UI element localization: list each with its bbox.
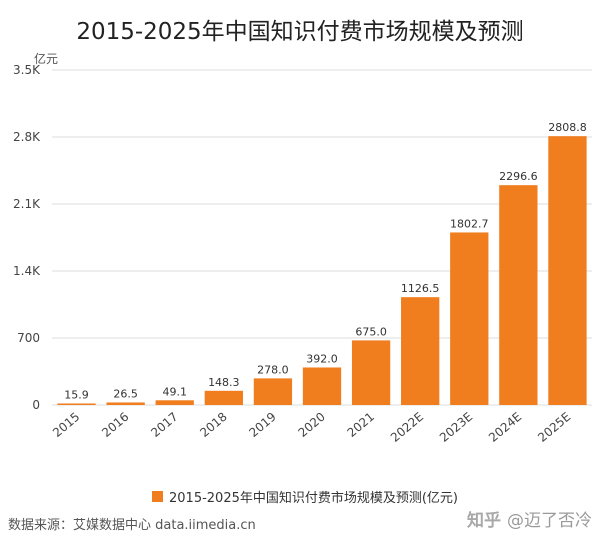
legend: 2015-2025年中国知识付费市场规模及预测(亿元) [152, 487, 458, 506]
y-tick-label: 3.5K [13, 63, 41, 77]
data-label: 675.0 [355, 325, 387, 338]
data-label: 278.0 [257, 363, 289, 376]
x-tick-label: 2021 [345, 410, 377, 440]
x-tick-label: 2019 [246, 410, 278, 440]
data-label: 15.9 [64, 388, 89, 401]
data-label: 49.1 [162, 385, 187, 398]
data-label: 26.5 [113, 387, 138, 400]
bar [155, 400, 194, 405]
x-tick-label: 2015 [50, 410, 82, 440]
x-tick-label: 2022E [388, 410, 426, 445]
watermark-handle: @迈了否冷 [507, 511, 592, 531]
bar [548, 136, 587, 405]
data-label: 148.3 [208, 376, 240, 389]
chart-title: 2015-2025年中国知识付费市场规模及预测 [76, 19, 524, 45]
bar [302, 367, 342, 405]
data-label: 1802.7 [450, 217, 489, 230]
x-tick-label: 2023E [437, 410, 475, 445]
x-tick-label: 2024E [486, 410, 524, 445]
y-tick-label: 2.1K [13, 197, 41, 211]
x-tick-label: 2025E [535, 410, 573, 445]
watermark: 知乎 @迈了否冷 [467, 506, 592, 531]
bar [106, 402, 145, 405]
y-tick-label: 0 [32, 398, 40, 412]
data-label: 2296.6 [499, 170, 538, 183]
bar [401, 297, 440, 405]
x-tick-label: 2016 [99, 410, 131, 440]
bar [253, 378, 293, 405]
x-tick-label: 2020 [296, 410, 328, 440]
bar-chart: 0 700 1.4K 2.1K 2.8K 3.5K 15.9 2015 26.5 2016 49.1… [13, 63, 592, 445]
y-tick-label: 2.8K [13, 130, 41, 144]
data-label: 392.0 [306, 352, 338, 365]
y-tick-label: 700 [17, 331, 40, 345]
bar [204, 390, 243, 405]
x-tick-label: 2018 [197, 410, 229, 440]
data-label: 2808.8 [548, 121, 587, 134]
data-label: 1126.5 [401, 282, 440, 295]
data-source: 数据来源：艾媒数据中心 data.iimedia.cn [8, 518, 256, 533]
bar [499, 185, 538, 405]
bar [351, 340, 391, 405]
legend-swatch [152, 491, 163, 502]
legend-label: 2015-2025年中国知识付费市场规模及预测(亿元) [169, 491, 459, 506]
y-axis-unit: 亿元 [34, 52, 59, 66]
y-tick-label: 1.4K [13, 264, 41, 278]
x-tick-label: 2017 [148, 410, 180, 440]
bar [57, 403, 96, 405]
bar [450, 232, 489, 405]
zhihu-logo: 知乎 [467, 511, 501, 531]
